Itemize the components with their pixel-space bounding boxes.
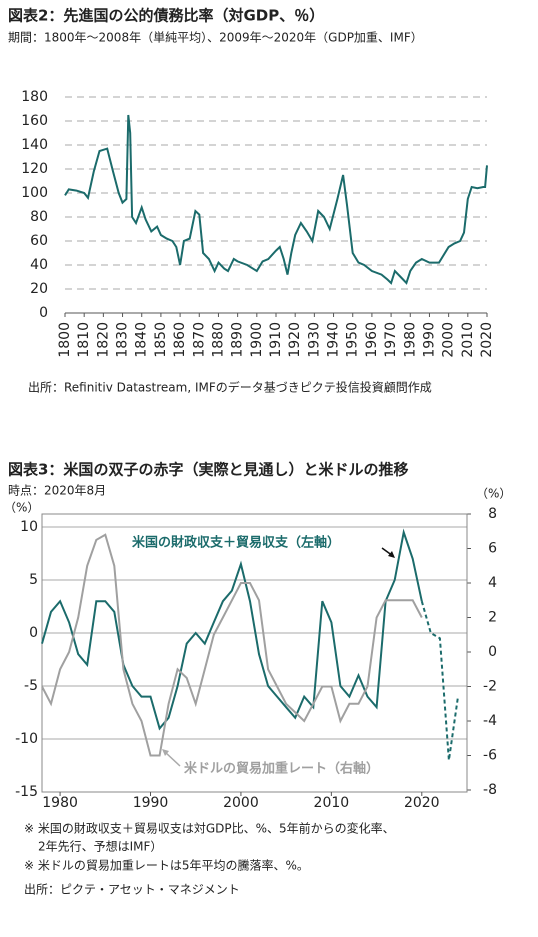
y-tick-label: 120 [21,161,48,177]
y2-tick-label: 0 [488,644,497,660]
x-tick-label: 1850 [153,322,169,358]
x-tick-label: 1950 [345,322,361,358]
y-tick-label: 40 [30,257,48,273]
y-tick-label: 20 [30,281,48,297]
y2-axis-label: （%） [476,487,511,501]
x-tick-label: 1810 [76,322,92,358]
x-tick-label: 1980 [42,795,78,811]
x-tick-label: 1990 [133,795,169,811]
arrow [164,751,181,767]
arrow-head [162,749,169,756]
x-tick-label: 2020 [404,795,440,811]
y2-tick-label: -2 [483,679,497,695]
x-tick-label: 1900 [249,322,265,358]
y-tick-label: 60 [30,233,48,249]
x-tick-label: 1800 [57,322,73,358]
arrow-head [388,551,395,558]
y-tick-label: 0 [39,305,48,321]
y-axis-label: （%） [4,501,39,515]
note: ※ 米国の財政収支＋貿易収支は対GDP比、%、5年前からの変化率、 [24,821,395,836]
y-tick-label: 140 [21,137,48,153]
x-tick-label: 2020 [479,322,495,358]
y-tick-label: 160 [21,113,48,129]
line-series [420,600,459,761]
x-tick-label: 1910 [268,322,284,358]
x-tick-label: 2010 [314,795,350,811]
line-series [64,114,488,285]
series-label: 米ドルの貿易加重レート（右軸） [184,761,379,777]
note: 2年先行、予想はIMF） [38,839,162,854]
x-tick-label: 1990 [421,322,437,358]
chart-title: 図表2：先進国の公的債務比率（対GDP、％） [8,7,324,25]
y2-tick-label: -4 [483,713,497,729]
x-tick-label: 1830 [115,322,131,358]
x-tick-label: 1920 [287,322,303,358]
y2-tick-label: 2 [488,610,497,626]
series-label: 米国の財政収支＋貿易収支（左軸） [132,535,340,551]
chart-subtitle: 時点：2020年8月 [8,484,106,498]
y-tick-label: -10 [15,731,38,747]
x-tick-label: 1820 [95,322,111,358]
chart-title: 図表3：米国の双子の赤字（実際と見通し）と米ドルの推移 [8,461,408,479]
x-tick-label: 1870 [191,322,207,358]
chart-subtitle: 期間：1800年～2008年（単純平均）、2009年～2020年（GDP加重、I… [8,31,423,45]
y2-tick-label: 6 [488,541,497,557]
note: ※ 米ドルの貿易加重レートは5年平均の騰落率、%。 [24,858,309,873]
x-tick-label: 1930 [306,322,322,358]
x-tick-label: 2010 [460,322,476,358]
x-tick-label: 1840 [134,322,150,358]
x-tick-label: 2000 [441,322,457,358]
y-tick-label: 10 [20,519,38,535]
y2-tick-label: 4 [488,575,497,591]
plot-frame [41,513,468,793]
x-tick-label: 1980 [402,322,418,358]
x-tick-label: 1940 [326,322,342,358]
y-tick-label: -15 [15,784,38,800]
x-tick-label: 1860 [172,322,188,358]
x-tick-label: 1960 [364,322,380,358]
y-tick-label: 80 [30,209,48,225]
y-tick-label: 5 [29,572,38,588]
x-tick-label: 2000 [223,795,259,811]
y-tick-label: 0 [29,625,38,641]
y-tick-label: -5 [24,678,38,694]
x-tick-label: 1880 [210,322,226,358]
y2-tick-label: -8 [483,782,497,798]
line-series [41,528,423,731]
y2-tick-label: -6 [483,748,497,764]
y-tick-label: 180 [21,89,48,105]
line-series [41,533,423,757]
x-tick-label: 1890 [230,322,246,358]
y2-tick-label: 8 [488,506,497,522]
x-tick-label: 1970 [383,322,399,358]
source: 出所：ピクテ・アセット・マネジメント [24,883,240,897]
source: 出所：Refinitiv Datastream, IMFのデータ基づきピクテ投信… [28,380,432,395]
y-tick-label: 100 [21,185,48,201]
